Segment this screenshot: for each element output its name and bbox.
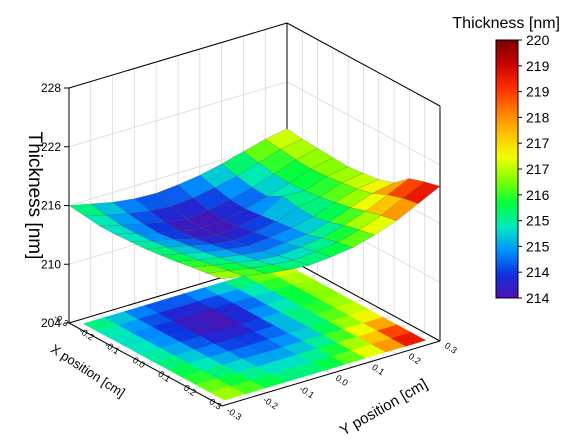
z-tick-label: 222 bbox=[41, 140, 61, 154]
x-tick-label: 0.0 bbox=[131, 355, 147, 370]
y-axis-title: Y position [cm] bbox=[337, 376, 430, 439]
colorbar-tick-label: 218 bbox=[526, 109, 550, 125]
colorbar-tick-label: 216 bbox=[526, 187, 550, 203]
colorbar-tick-label: 217 bbox=[526, 135, 550, 151]
y-tick-label: 0.3 bbox=[443, 340, 459, 355]
x-tick-label: 0.3 bbox=[207, 396, 223, 411]
colorbar-title: Thickness [nm] bbox=[452, 15, 560, 32]
frame-edge bbox=[68, 22, 288, 89]
colorbar-tick-label: 220 bbox=[526, 32, 550, 48]
y-tick-label: 0.0 bbox=[334, 373, 350, 388]
frame-edge bbox=[68, 322, 223, 407]
colorbar: 220 219 219 218 217 217 216 215 215 214 214 Thickne… bbox=[452, 15, 560, 306]
thickness-surface bbox=[68, 128, 441, 279]
z-tick-label: 228 bbox=[41, 81, 61, 95]
y-tick-label: 0.1 bbox=[370, 362, 386, 377]
floor-contour-cell bbox=[209, 386, 246, 401]
colorbar-tick-label: 215 bbox=[526, 213, 550, 229]
wall-grid-line bbox=[68, 22, 441, 107]
colorbar-tick-label: 219 bbox=[526, 58, 550, 74]
colorbar-tick-label: 217 bbox=[526, 161, 550, 177]
z-tick-label: 210 bbox=[41, 257, 61, 271]
colorbar-tick-label: 215 bbox=[526, 238, 550, 254]
y-tick-label: 0.2 bbox=[407, 351, 423, 366]
z-tick-label: 204 bbox=[41, 316, 61, 330]
x-tick-label: 0.1 bbox=[156, 369, 172, 384]
colorbar-tick-label: 219 bbox=[526, 84, 550, 100]
frame-edge bbox=[221, 340, 441, 407]
colorbar-scale bbox=[495, 39, 519, 299]
colorbar-tick-label: 214 bbox=[526, 290, 550, 306]
y-tick-label: -0.1 bbox=[298, 384, 316, 401]
z-axis-title: Thickness [nm] bbox=[24, 132, 45, 260]
frame-edge bbox=[286, 257, 441, 342]
surface-facet bbox=[206, 270, 244, 279]
z-tick-label: 216 bbox=[41, 199, 61, 213]
y-tick-label: -0.3 bbox=[225, 405, 243, 422]
x-tick-label: 0.2 bbox=[182, 383, 198, 398]
frame-edge bbox=[286, 22, 441, 107]
floor-contour-map bbox=[83, 263, 426, 401]
colorbar-tick-label: 214 bbox=[526, 264, 550, 280]
y-tick-label: -0.2 bbox=[261, 394, 279, 411]
